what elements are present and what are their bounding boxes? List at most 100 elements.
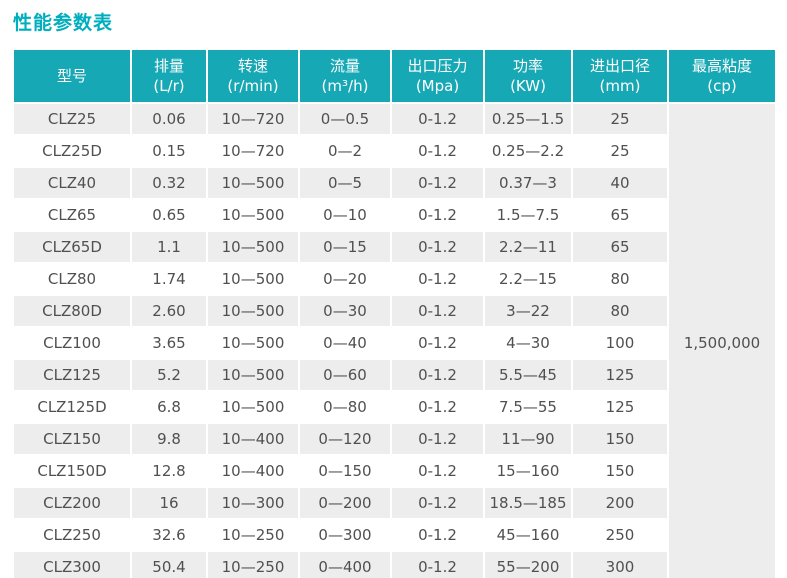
table-cell: 1.74: [130, 262, 208, 296]
table-row: CLZ80D 2.60 10—500 0—30 0-1.2 3—22 80: [12, 294, 776, 328]
table-cell: 0—20: [298, 262, 392, 296]
table-cell: 16: [130, 486, 208, 520]
table-cell: 300: [571, 550, 669, 578]
table-cell: 10—400: [206, 454, 300, 488]
table-cell: 0—80: [298, 390, 392, 424]
table-cell: 0—150: [298, 454, 392, 488]
table-cell: 10—500: [206, 358, 300, 392]
header-label: 出口压力: [407, 56, 468, 75]
table-cell: 0-1.2: [390, 102, 485, 136]
table-cell: CLZ300: [12, 550, 132, 578]
table-cell: 1.5—7.5: [483, 198, 573, 232]
table-cell: 7.5—55: [483, 390, 573, 424]
table-header: 型号 排量 (L/r) 转速 (r/min) 流量 (m³/h) 出口压力 (M…: [12, 48, 777, 104]
table-cell: 0-1.2: [390, 422, 485, 456]
table-row: CLZ65D 1.1 10—500 0—15 0-1.2 2.2—11 65: [12, 230, 776, 264]
header-label: 转速: [237, 56, 268, 75]
table-cell: 0.06: [130, 102, 208, 136]
table-cell: 0-1.2: [390, 134, 485, 168]
table-cell: 80: [571, 262, 669, 296]
header-cell-model: 型号: [12, 48, 132, 104]
table-cell: 0—15: [298, 230, 392, 264]
header-cell-flow: 流量 (m³/h): [298, 48, 392, 104]
table-cell: 0—10: [298, 198, 392, 232]
table-cell: CLZ65: [12, 198, 132, 232]
table-cell: CLZ80: [12, 262, 132, 296]
table-cell: 0—120: [298, 422, 392, 456]
table-cell: 15—160: [483, 454, 573, 488]
header-unit: (Mpa): [415, 77, 460, 95]
table-cell: CLZ250: [12, 518, 132, 552]
header-cell-displacement: 排量 (L/r): [130, 48, 208, 104]
table-cell: 45—160: [483, 518, 573, 552]
table-cell: CLZ200: [12, 486, 132, 520]
table-body: CLZ25 0.06 10—720 0—0.5 0-1.2 0.25—1.5 25 1,500…: [12, 102, 777, 578]
header-unit: (m³/h): [321, 77, 369, 95]
header-unit: (L/r): [153, 77, 185, 95]
table-cell: CLZ100: [12, 326, 132, 360]
table-cell: 0.25—2.2: [483, 134, 573, 168]
performance-parameters-table: 型号 排量 (L/r) 转速 (r/min) 流量 (m³/h) 出口压力 (M…: [12, 48, 777, 578]
table-cell: 50.4: [130, 550, 208, 578]
table-cell: 0—30: [298, 294, 392, 328]
header-row: 型号 排量 (L/r) 转速 (r/min) 流量 (m³/h) 出口压力 (M…: [12, 48, 777, 104]
header-cell-speed: 转速 (r/min): [206, 48, 300, 104]
table-cell: 10—500: [206, 198, 300, 232]
table-cell: 10—720: [206, 134, 300, 168]
table-cell: 10—300: [206, 486, 300, 520]
table-cell: 55—200: [483, 550, 573, 578]
table-cell: 10—500: [206, 262, 300, 296]
table-cell: 0.65: [130, 198, 208, 232]
table-row: CLZ300 50.4 10—250 0—400 0-1.2 55—200 300: [12, 550, 776, 578]
table-cell: CLZ25D: [12, 134, 132, 168]
table-cell: 0—60: [298, 358, 392, 392]
table-cell: 9.8: [130, 422, 208, 456]
table-cell: 0-1.2: [390, 262, 485, 296]
table-row: CLZ25D 0.15 10—720 0—2 0-1.2 0.25—2.2 25: [12, 134, 776, 168]
table-cell: 65: [571, 198, 669, 232]
table-row: CLZ150D 12.8 10—400 0—150 0-1.2 15—160 150: [12, 454, 776, 488]
header-label: 进出口径: [589, 56, 650, 75]
table-row: CLZ250 32.6 10—250 0—300 0-1.2 45—160 250: [12, 518, 776, 552]
header-cell-power: 功率 (KW): [483, 48, 573, 104]
table-cell: 0.37—3: [483, 166, 573, 200]
header-unit: (cp): [707, 77, 737, 95]
table-cell: 18.5—185: [483, 486, 573, 520]
table-cell: 0—2: [298, 134, 392, 168]
table-cell: 2.60: [130, 294, 208, 328]
header-cell-port-diameter: 进出口径 (mm): [571, 48, 669, 104]
table-cell: 3.65: [130, 326, 208, 360]
table-cell: 0-1.2: [390, 486, 485, 520]
table-cell: 0-1.2: [390, 326, 485, 360]
header-unit: (mm): [599, 77, 641, 95]
table-cell: 0-1.2: [390, 454, 485, 488]
table-cell: 5.5—45: [483, 358, 573, 392]
table-cell: 12.8: [130, 454, 208, 488]
table-cell: 10—500: [206, 294, 300, 328]
header-label: 功率: [512, 56, 543, 75]
table-cell: 0-1.2: [390, 550, 485, 578]
table-cell: 65: [571, 230, 669, 264]
table-cell: 0-1.2: [390, 198, 485, 232]
table-cell: 0.25—1.5: [483, 102, 573, 136]
table-cell: CLZ40: [12, 166, 132, 200]
table-cell: 0-1.2: [390, 166, 485, 200]
table-cell: CLZ150: [12, 422, 132, 456]
table-cell: 0-1.2: [390, 518, 485, 552]
table-cell: 0-1.2: [390, 294, 485, 328]
table-cell: 10—500: [206, 326, 300, 360]
table-cell: CLZ150D: [12, 454, 132, 488]
table-cell: 11—90: [483, 422, 573, 456]
table-row: CLZ65 0.65 10—500 0—10 0-1.2 1.5—7.5 65: [12, 198, 776, 232]
table-cell: 0—0.5: [298, 102, 392, 136]
table-cell: 150: [571, 422, 669, 456]
table-cell: 0.32: [130, 166, 208, 200]
table-cell: 125: [571, 390, 669, 424]
table-cell: CLZ125D: [12, 390, 132, 424]
table-cell: 0—5: [298, 166, 392, 200]
table-cell: 250: [571, 518, 669, 552]
table-cell: 150: [571, 454, 669, 488]
table-cell: 1.1: [130, 230, 208, 264]
table-cell: 6.8: [130, 390, 208, 424]
table-cell: 80: [571, 294, 669, 328]
